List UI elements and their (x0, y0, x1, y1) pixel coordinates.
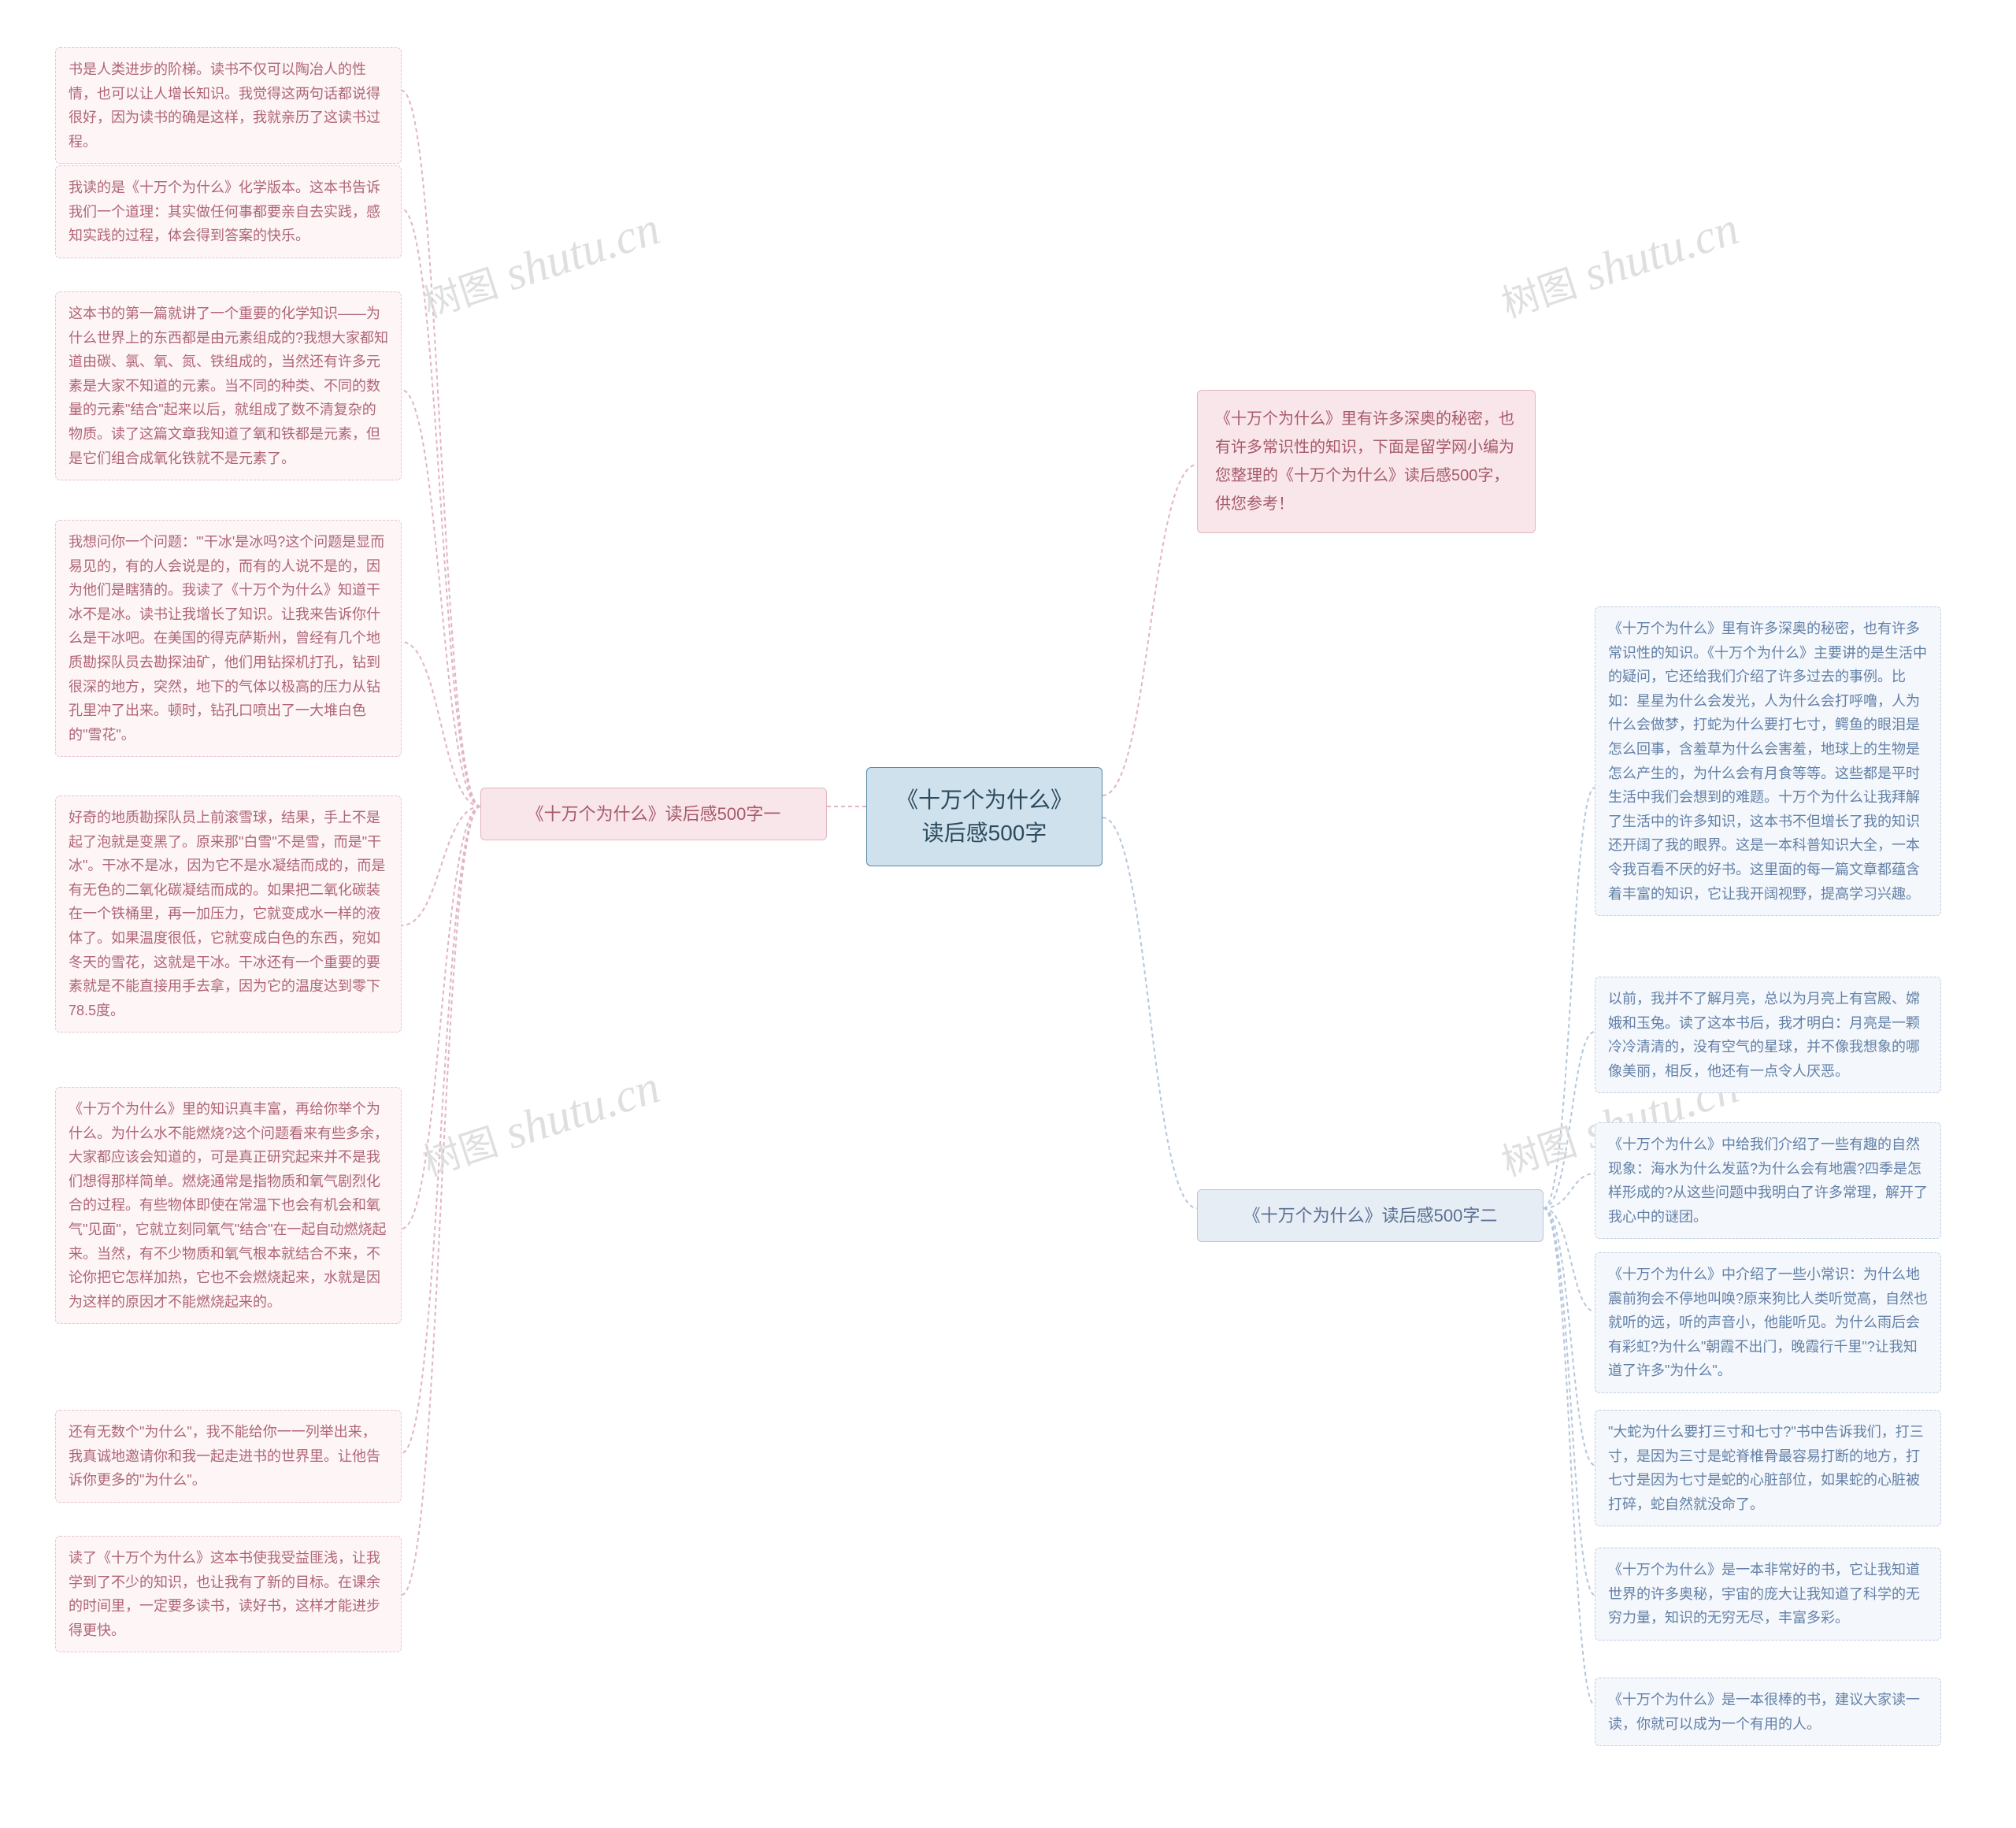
leaf-left-6[interactable]: 还有无数个"为什么"，我不能给你一一列举出来，我真诚地邀请你和我一起走进书的世界… (55, 1410, 402, 1503)
leaf-left-1[interactable]: 我读的是《十万个为什么》化学版本。这本书告诉我们一个道理：其实做任何事都要亲自去… (55, 165, 402, 258)
leaf-left-5[interactable]: 《十万个为什么》里的知识真丰富，再给你举个为什么。为什么水不能燃烧?这个问题看来… (55, 1087, 402, 1324)
intro-node[interactable]: 《十万个为什么》里有许多深奥的秘密，也有许多常识性的知识，下面是留学网小编为您整… (1197, 390, 1536, 533)
leaf-right-5[interactable]: 《十万个为什么》是一本非常好的书，它让我知道世界的许多奥秘，宇宙的庞大让我知道了… (1595, 1548, 1941, 1641)
leaf-left-4[interactable]: 好奇的地质勘探队员上前滚雪球，结果，手上不是起了泡就是变黑了。原来那"白雪"不是… (55, 795, 402, 1033)
leaf-right-1[interactable]: 以前，我并不了解月亮，总以为月亮上有宫殿、嫦娥和玉兔。读了这本书后，我才明白：月… (1595, 977, 1941, 1093)
leaf-left-7[interactable]: 读了《十万个为什么》这本书使我受益匪浅，让我学到了不少的知识，也让我有了新的目标… (55, 1536, 402, 1652)
watermark: 树图 shutu.cn (1494, 199, 1745, 328)
leaf-right-3[interactable]: 《十万个为什么》中介绍了一些小常识：为什么地震前狗会不停地叫唤?原来狗比人类听觉… (1595, 1252, 1941, 1393)
leaf-right-2[interactable]: 《十万个为什么》中给我们介绍了一些有趣的自然现象：海水为什么发蓝?为什么会有地震… (1595, 1122, 1941, 1239)
leaf-right-6[interactable]: 《十万个为什么》是一本很棒的书，建议大家读一读，你就可以成为一个有用的人。 (1595, 1678, 1941, 1746)
watermark: 树图 shutu.cn (415, 199, 666, 328)
leaf-right-4[interactable]: "大蛇为什么要打三寸和七寸?"书中告诉我们，打三寸，是因为三寸是蛇脊椎骨最容易打… (1595, 1410, 1941, 1526)
leaf-left-3[interactable]: 我想问你一个问题："'干冰'是冰吗?这个问题是显而易见的，有的人会说是的，而有的… (55, 520, 402, 757)
watermark: 树图 shutu.cn (415, 1058, 666, 1187)
leaf-right-0[interactable]: 《十万个为什么》里有许多深奥的秘密，也有许多常识性的知识。《十万个为什么》主要讲… (1595, 606, 1941, 916)
branch-right-title[interactable]: 《十万个为什么》读后感500字二 (1197, 1189, 1544, 1242)
branch-left-title[interactable]: 《十万个为什么》读后感500字一 (480, 788, 827, 840)
leaf-left-2[interactable]: 这本书的第一篇就讲了一个重要的化学知识——为什么世界上的东西都是由元素组成的?我… (55, 291, 402, 480)
leaf-left-0[interactable]: 书是人类进步的阶梯。读书不仅可以陶冶人的性情，也可以让人增长知识。我觉得这两句话… (55, 47, 402, 164)
center-node[interactable]: 《十万个为什么》读后感500字 (866, 767, 1102, 866)
